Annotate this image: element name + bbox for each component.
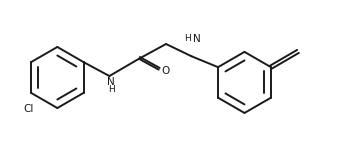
Text: O: O xyxy=(161,66,170,76)
Text: N: N xyxy=(193,33,200,44)
Text: Cl: Cl xyxy=(23,104,33,114)
Text: N: N xyxy=(108,77,115,87)
Text: H: H xyxy=(108,85,115,94)
Text: H: H xyxy=(184,33,191,42)
